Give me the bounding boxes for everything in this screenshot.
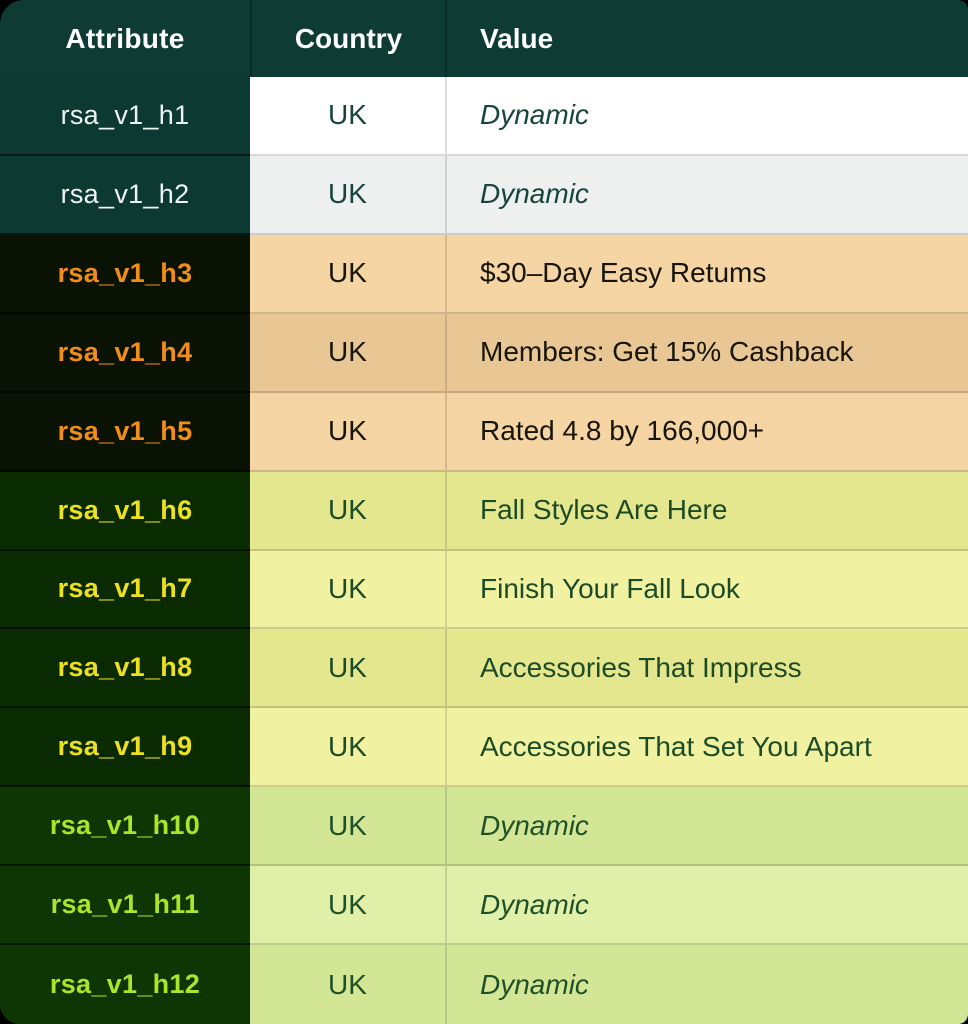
- column-header-value: Value: [445, 0, 968, 77]
- cell-country: UK: [250, 77, 445, 156]
- cell-attribute: rsa_v1_h5: [0, 392, 250, 472]
- table-row: rsa_v1_h6 UK Fall Styles Are Here: [0, 471, 968, 551]
- cell-value: Dynamic: [445, 945, 968, 1024]
- table-row: rsa_v1_h2 UK Dynamic: [0, 155, 968, 235]
- table-row: rsa_v1_h12 UK Dynamic: [0, 945, 968, 1024]
- cell-country: UK: [250, 313, 445, 393]
- table-row: rsa_v1_h7 UK Finish Your Fall Look: [0, 550, 968, 630]
- cell-attribute: rsa_v1_h4: [0, 313, 250, 393]
- cell-value: Accessories That Impress: [445, 629, 968, 709]
- table-row: rsa_v1_h11 UK Dynamic: [0, 866, 968, 946]
- table-row: rsa_v1_h4 UK Members: Get 15% Cashback: [0, 313, 968, 393]
- cell-country: UK: [250, 708, 445, 788]
- cell-value: Dynamic: [445, 866, 968, 946]
- table-row: rsa_v1_h9 UK Accessories That Set You Ap…: [0, 708, 968, 788]
- cell-value: Fall Styles Are Here: [445, 471, 968, 551]
- cell-attribute: rsa_v1_h2: [0, 155, 250, 235]
- column-header-attribute: Attribute: [65, 22, 185, 54]
- cell-attribute: rsa_v1_h8: [0, 629, 250, 709]
- cell-attribute: rsa_v1_h1: [0, 77, 250, 156]
- cell-country: UK: [250, 945, 445, 1024]
- column-header-country: Country: [250, 0, 445, 77]
- cell-country: UK: [250, 155, 445, 235]
- cell-value: Rated 4.8 by 166,000+: [445, 392, 968, 472]
- table-header-row: Attribute Country Value: [0, 0, 968, 77]
- table-row: rsa_v1_h5 UK Rated 4.8 by 166,000+: [0, 392, 968, 472]
- cell-value: Dynamic: [445, 155, 968, 235]
- cell-attribute: rsa_v1_h11: [0, 866, 250, 946]
- cell-attribute: rsa_v1_h7: [0, 550, 250, 630]
- table-row: rsa_v1_h1 UK Dynamic: [0, 77, 968, 156]
- cell-value: Dynamic: [445, 787, 968, 867]
- cell-country: UK: [250, 550, 445, 630]
- cell-attribute: rsa_v1_h12: [0, 945, 250, 1024]
- cell-country: UK: [250, 471, 445, 551]
- cell-country: UK: [250, 787, 445, 867]
- cell-value: Finish Your Fall Look: [445, 550, 968, 630]
- cell-country: UK: [250, 866, 445, 946]
- cell-value: Members: Get 15% Cashback: [445, 313, 968, 393]
- cell-country: UK: [250, 392, 445, 472]
- table-row: rsa_v1_h8 UK Accessories That Impress: [0, 629, 968, 709]
- cell-attribute: rsa_v1_h3: [0, 234, 250, 314]
- cell-attribute: rsa_v1_h9: [0, 708, 250, 788]
- cell-value: $30–Day Easy Retums: [445, 234, 968, 314]
- table-row: rsa_v1_h10 UK Dynamic: [0, 787, 968, 867]
- cell-country: UK: [250, 234, 445, 314]
- cell-value: Dynamic: [445, 77, 968, 156]
- table-row: rsa_v1_h3 UK $30–Day Easy Retums: [0, 234, 968, 314]
- cell-attribute: rsa_v1_h6: [0, 471, 250, 551]
- cell-country: UK: [250, 629, 445, 709]
- cell-value: Accessories That Set You Apart: [445, 708, 968, 788]
- cell-attribute: rsa_v1_h10: [0, 787, 250, 867]
